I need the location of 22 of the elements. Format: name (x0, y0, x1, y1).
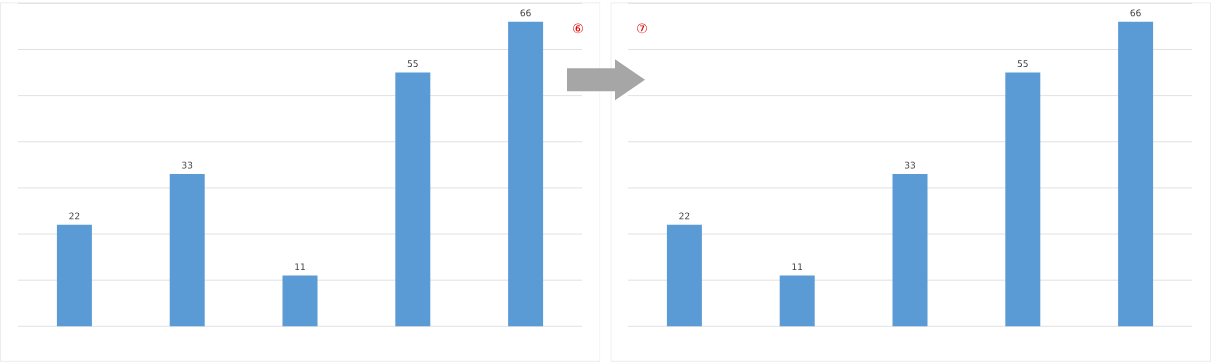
data-label: 33 (904, 161, 916, 169)
bar (779, 275, 815, 327)
bar (169, 173, 205, 327)
bar (1118, 21, 1154, 327)
annotation: ⑥ (573, 23, 583, 34)
data-label: 22 (69, 212, 80, 220)
bar (56, 224, 92, 327)
bar (508, 21, 544, 327)
data-label: 55 (1017, 60, 1028, 67)
data-label: 22 (679, 212, 690, 220)
data-label: 55 (407, 60, 418, 67)
annotation: ⑦ (637, 23, 647, 34)
bar (666, 224, 702, 327)
data-label: 11 (295, 263, 305, 270)
bar (395, 72, 431, 327)
data-label: 66 (520, 9, 531, 17)
bar (1005, 72, 1041, 327)
data-label: 11 (792, 263, 803, 270)
data-label: 66 (1130, 9, 1141, 17)
bar (282, 275, 318, 327)
data-label: 33 (182, 161, 193, 169)
bar (892, 173, 928, 327)
